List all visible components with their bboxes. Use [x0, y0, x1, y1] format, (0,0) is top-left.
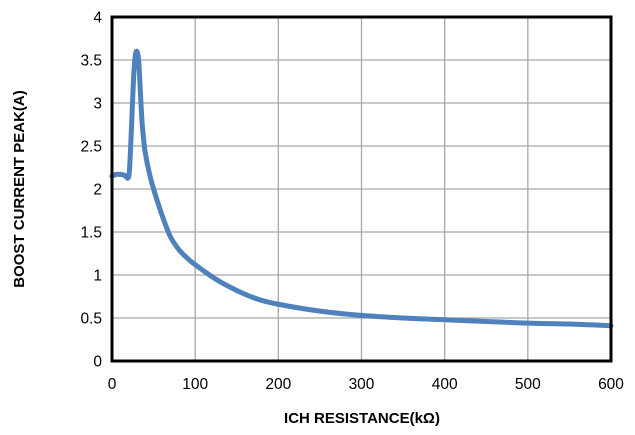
x-tick-label: 300 [349, 376, 375, 393]
series-layer [109, 48, 614, 329]
y-tick-label: 0 [93, 354, 102, 371]
y-tick-label: 0.5 [80, 311, 102, 328]
y-tick-label: 3.5 [80, 53, 102, 70]
x-tick-label: 100 [182, 376, 208, 393]
y-tick-label: 1 [93, 268, 102, 285]
x-tick-label: 600 [598, 376, 624, 393]
y-tick-label: 1.5 [80, 225, 102, 242]
x-tick-label: 200 [265, 376, 291, 393]
y-tick-label: 3 [93, 96, 102, 113]
y-axis-ticks: 0 0.5 1 1.5 2 2.5 3 3.5 4 [80, 10, 102, 371]
y-tick-label: 2 [93, 182, 102, 199]
x-tick-label: 400 [432, 376, 458, 393]
x-axis-ticks: 0 100 200 300 400 500 600 [108, 376, 625, 393]
y-tick-label: 2.5 [80, 139, 102, 156]
x-tick-label: 0 [108, 376, 117, 393]
series-line [109, 48, 614, 329]
gridlines [112, 17, 611, 361]
y-axis-title: BOOST CURRENT PEAK(A) [11, 90, 28, 288]
x-tick-label: 500 [515, 376, 541, 393]
plot-frame [110, 15, 613, 363]
y-tick-label: 4 [93, 10, 102, 27]
x-axis-title: ICH RESISTANCE(kΩ) [284, 410, 440, 427]
